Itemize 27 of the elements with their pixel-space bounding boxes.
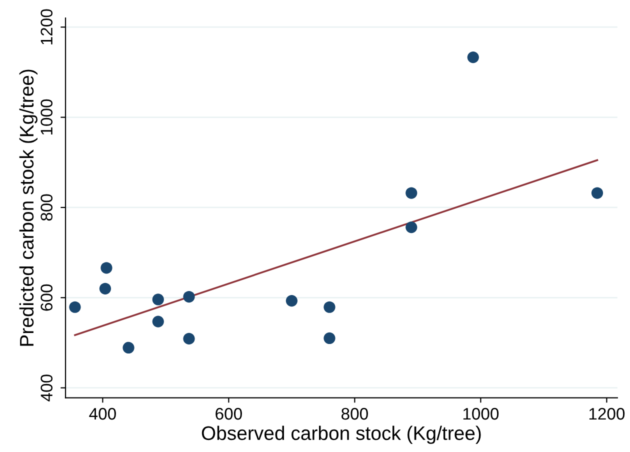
point [406, 187, 418, 199]
point [152, 316, 164, 328]
x-tick-label: 1200 [589, 408, 625, 420]
point [406, 222, 418, 234]
x-tick-label: 600 [216, 408, 242, 420]
point [467, 52, 479, 64]
x-tick-label: 800 [342, 408, 368, 420]
point [152, 294, 164, 306]
point [324, 301, 336, 313]
point [183, 290, 195, 303]
point [286, 295, 298, 307]
y-tick-label: 800 [40, 194, 53, 221]
point [183, 332, 195, 344]
x-tick-label: 400 [89, 408, 116, 420]
y-tick-label: 400 [40, 374, 53, 402]
y-tick-label: 1000 [40, 99, 53, 135]
y-tick-label: 600 [40, 284, 53, 311]
point [100, 262, 112, 274]
point [591, 187, 604, 199]
point [324, 332, 336, 344]
point [69, 301, 81, 313]
point [122, 342, 134, 354]
y-axis-title: Predicted carbon stock (Kg/tree) [19, 70, 38, 346]
point [99, 282, 112, 294]
x-axis-title: Observed carbon stock (Kg/tree) [202, 426, 481, 444]
y-tick-label: 1200 [40, 9, 53, 44]
x-tick-label: 1000 [463, 408, 499, 420]
